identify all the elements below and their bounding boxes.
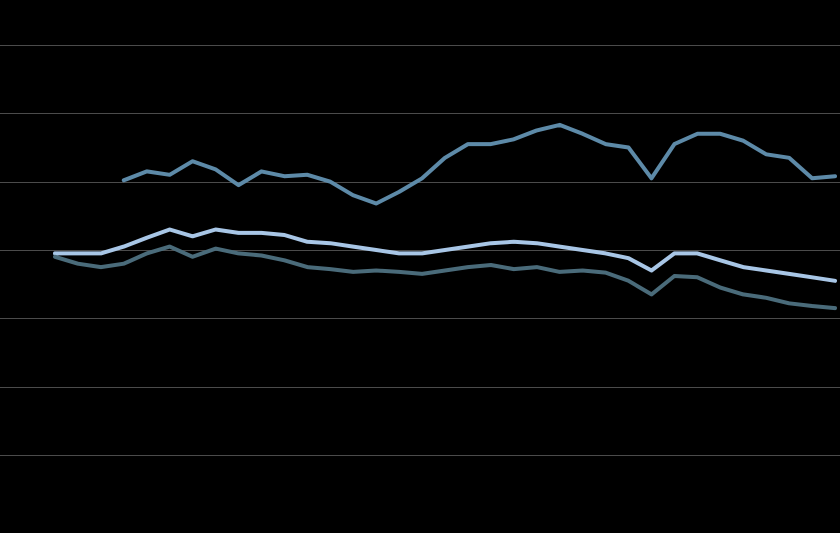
chart-lines <box>0 0 840 533</box>
series-bottom <box>55 247 835 309</box>
series-top <box>124 125 835 204</box>
series-middle <box>55 230 835 281</box>
line-chart <box>0 0 840 533</box>
